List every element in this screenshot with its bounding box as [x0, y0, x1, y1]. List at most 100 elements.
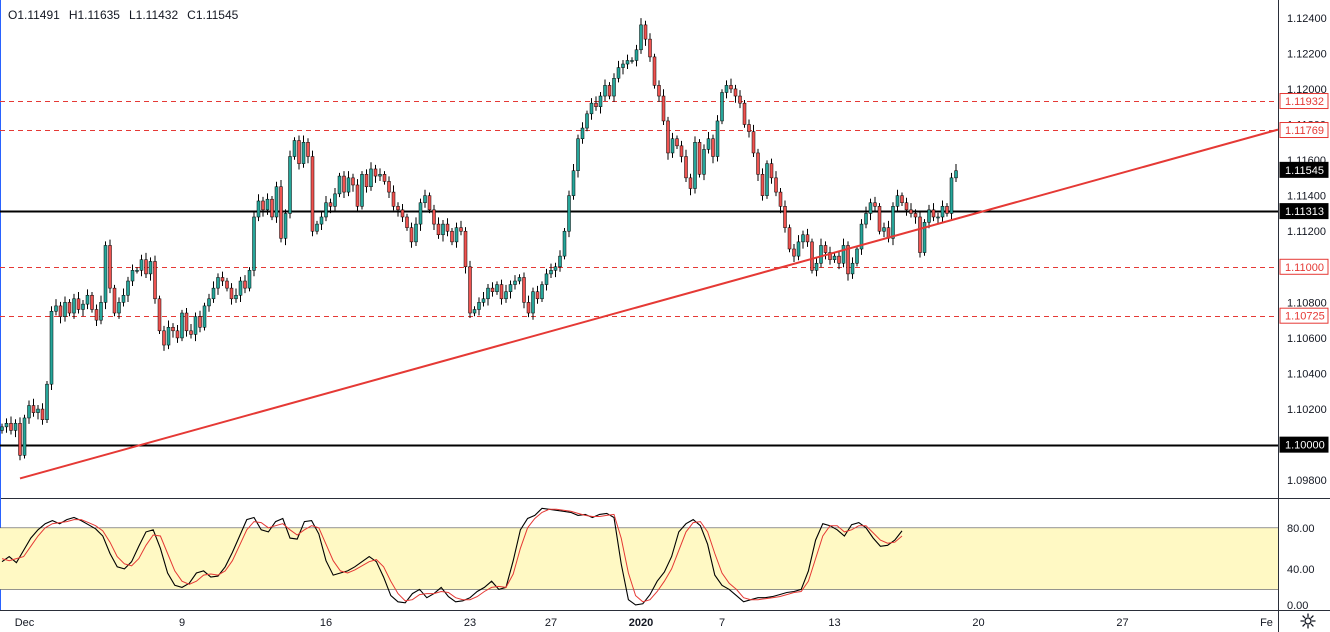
candle-body: [733, 88, 738, 97]
candle-body: [783, 206, 787, 228]
candle-body: [333, 193, 337, 207]
candle-body: [468, 266, 472, 314]
ohlc-open: O1.11491: [8, 8, 60, 22]
candle-body: [738, 95, 742, 104]
candle-body: [13, 423, 18, 431]
candle-body: [432, 209, 436, 225]
candle-body: [130, 270, 135, 282]
candle-body: [846, 245, 850, 275]
price-tick-label: 1.12200: [1287, 48, 1327, 60]
candles: [0, 18, 958, 461]
candle-body: [621, 63, 625, 68]
candle-body: [499, 284, 504, 300]
candle-body: [0, 426, 4, 431]
candle-body: [247, 270, 252, 289]
candle-body: [391, 191, 396, 207]
candle-body: [189, 330, 193, 335]
candle-body: [144, 259, 148, 275]
time-tick-label: 16: [320, 617, 332, 629]
candle-body: [441, 223, 445, 236]
time-tick-label: 27: [1116, 617, 1128, 629]
candle-body: [828, 252, 832, 260]
candle-body: [814, 262, 819, 271]
candle-body: [274, 186, 279, 218]
candle-body: [630, 60, 634, 62]
candle-body: [315, 223, 319, 232]
candle-body: [117, 302, 121, 314]
price-tick-label: 1.10800: [1287, 297, 1327, 309]
candle-body: [909, 209, 913, 214]
candle-body: [580, 127, 585, 139]
candle-body: [751, 131, 756, 154]
candle-body: [778, 191, 783, 207]
gear-icon[interactable]: [1300, 613, 1316, 629]
candle-body: [706, 138, 711, 150]
candle-body: [603, 85, 607, 97]
candle-body: [135, 270, 139, 272]
candle-body: [153, 261, 157, 300]
candle-body: [409, 227, 414, 243]
candle-body: [454, 227, 459, 243]
candle-body: [360, 174, 364, 207]
candle-body: [693, 142, 697, 189]
candle-body: [657, 85, 661, 97]
time-tick-label: 23: [464, 617, 476, 629]
candle-body: [301, 142, 306, 164]
candle-body: [823, 245, 828, 253]
candle-body: [877, 206, 882, 232]
time-tick-label: Fe: [1260, 617, 1273, 629]
candle-body: [238, 280, 243, 296]
candle-body: [121, 294, 126, 303]
candle-body: [913, 213, 918, 218]
candle-body: [103, 245, 108, 303]
candle-body: [612, 78, 616, 97]
candle-body: [364, 174, 369, 188]
candle-body: [355, 184, 360, 207]
candle-body: [40, 408, 45, 420]
candle-body: [486, 287, 490, 300]
candle-body: [571, 170, 576, 196]
candle-body: [99, 302, 103, 321]
candle-body: [697, 142, 702, 175]
candle-body: [36, 408, 40, 413]
candle-body: [193, 316, 198, 335]
candle-body: [873, 202, 877, 207]
level-price-tag: [1279, 436, 1329, 453]
time-tick-label: 2020: [629, 617, 653, 629]
candle-body: [292, 140, 297, 157]
candle-body: [18, 423, 22, 456]
candle-body: [54, 305, 58, 312]
candle-body: [625, 60, 630, 65]
candle-body: [634, 49, 639, 61]
candle-body: [180, 312, 184, 339]
candle-body: [45, 383, 49, 420]
candle-body: [648, 38, 652, 58]
candle-body: [945, 206, 949, 214]
stoch-band: [0, 527, 1278, 590]
candle-body: [252, 216, 256, 271]
candle-body: [832, 255, 837, 260]
candle-body: [675, 138, 679, 147]
candle-body: [598, 95, 603, 107]
price-tick-label: 1.10600: [1287, 333, 1327, 345]
candle-body: [805, 234, 810, 243]
candle-body: [495, 284, 499, 292]
candle-body: [405, 216, 409, 228]
candle-body: [22, 417, 27, 456]
candle-body: [594, 102, 598, 107]
trendline[interactable]: [19, 128, 1279, 480]
candle-body: [265, 198, 270, 211]
candle-body: [720, 92, 724, 122]
candle-body: [513, 280, 517, 285]
candle-body: [517, 277, 522, 282]
stoch-tick-label: 80.00: [1287, 523, 1315, 535]
candle-body: [810, 241, 814, 271]
candle-body: [702, 149, 706, 175]
stoch-tick-label: 0.00: [1287, 600, 1308, 612]
candle-body: [94, 309, 99, 321]
candle-body: [747, 124, 751, 132]
candle-body: [792, 248, 796, 257]
candle-body: [585, 113, 589, 129]
